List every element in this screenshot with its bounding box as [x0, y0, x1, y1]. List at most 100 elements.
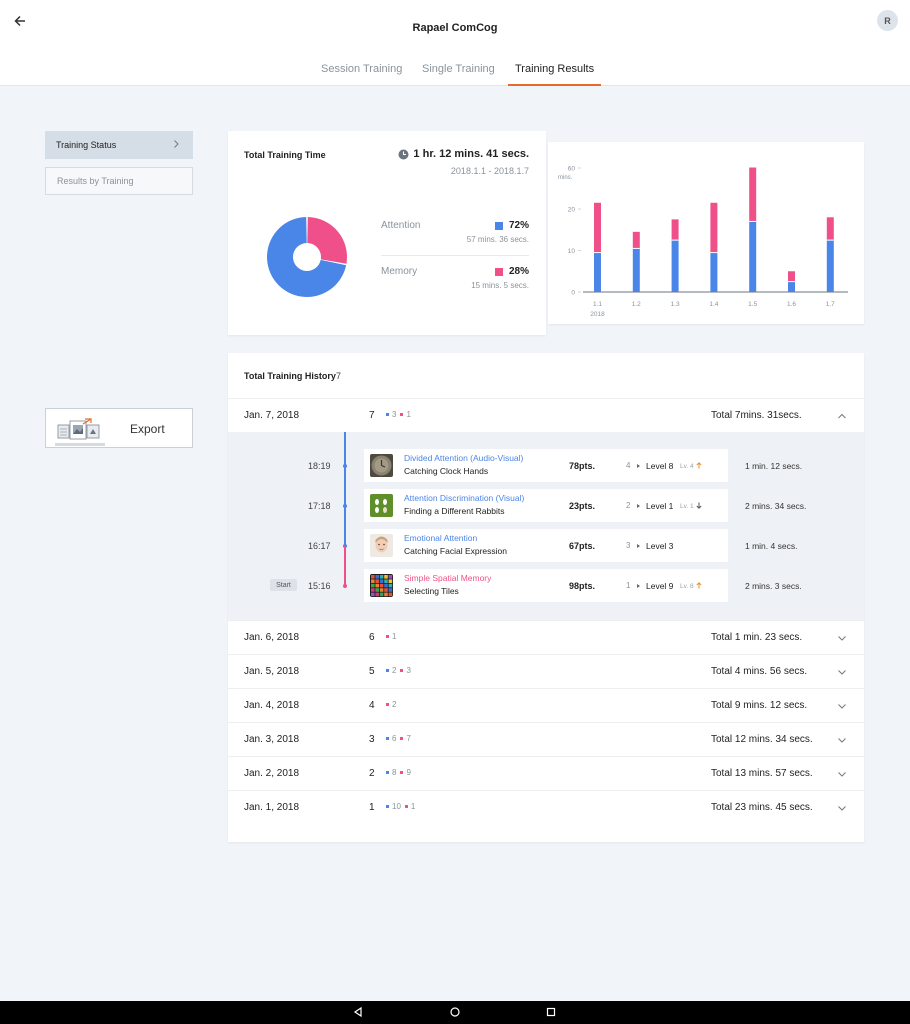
history-day-row[interactable]: Jan. 4, 2018 4 2 Total 9 mins. 12 secs. — [228, 688, 864, 722]
tab-single-training[interactable]: Single Training — [422, 63, 495, 75]
attention-pie-slice — [267, 217, 347, 297]
clock-icon — [398, 149, 409, 159]
tab-training-results[interactable]: Training Results — [508, 63, 602, 86]
sidebar-item-results-by-training[interactable]: Results by Training — [45, 167, 193, 195]
export-button[interactable]: Export — [45, 408, 193, 448]
day-total-time: Total 7mins. 31secs. — [711, 410, 802, 421]
level-up-arrow-icon — [696, 462, 702, 471]
attention-count-value: 3 — [392, 410, 397, 419]
session-training-name: Selecting Tiles — [404, 586, 459, 596]
session-training-name: Finding a Different Rabbits — [404, 506, 505, 516]
level-arrow-icon — [637, 504, 640, 508]
attention-count-value: 8 — [392, 768, 397, 777]
chevron-down-icon[interactable] — [837, 803, 847, 813]
chevron-down-icon[interactable] — [837, 667, 847, 677]
memory-count-value: 1 — [392, 632, 397, 641]
nav-back-icon[interactable] — [352, 1006, 364, 1018]
chevron-down-icon[interactable] — [837, 633, 847, 643]
session-card[interactable]: Simple Spatial Memory Selecting Tiles 98… — [364, 569, 728, 602]
back-arrow-icon[interactable] — [10, 10, 32, 32]
day-date: Jan. 3, 2018 — [244, 734, 300, 745]
memory-count-value: 2 — [392, 700, 397, 709]
history-day-row[interactable]: Jan. 6, 2018 6 1 Total 1 min. 23 secs. — [228, 620, 864, 654]
attention-count-value: 2 — [392, 666, 397, 675]
day-total-time: Total 13 mins. 57 secs. — [711, 768, 813, 779]
attention-count: 10 — [386, 802, 401, 811]
y-tick-label: 60 — [568, 166, 576, 173]
tiles-training-thumbnail — [370, 574, 393, 597]
memory-marker — [404, 805, 408, 808]
day-session-count: 6 — [369, 632, 375, 643]
x-tick-label: 1.6 — [787, 301, 796, 308]
attention-swatch — [494, 221, 503, 230]
rabbits-training-thumbnail — [370, 494, 393, 517]
session-time: 17:18 — [308, 501, 331, 511]
attention-count: 2 — [386, 666, 396, 675]
day-category-counts: 1 — [386, 632, 396, 641]
avatar[interactable]: R — [877, 10, 898, 31]
chevron-down-icon[interactable] — [837, 735, 847, 745]
nav-recents-icon[interactable] — [545, 1006, 557, 1018]
day-session-count: 5 — [369, 666, 375, 677]
attention-marker — [386, 413, 389, 416]
chevron-down-icon[interactable] — [837, 769, 847, 779]
attention-bar-segment — [594, 252, 601, 292]
session-training-name: Catching Facial Expression — [404, 546, 507, 556]
training-history-card: Total Training History 7 Jan. 7, 2018 7 … — [228, 353, 864, 842]
memory-marker — [386, 635, 389, 638]
attention-bar-segment — [632, 248, 640, 292]
system-navigation-bar — [0, 1001, 910, 1024]
level-up-arrow-icon — [696, 582, 702, 591]
session-duration: 1 min. 4 secs. — [745, 541, 798, 551]
x-tick-label: 1.3 — [671, 301, 680, 308]
day-session-count: 2 — [369, 768, 375, 779]
export-label: Export — [130, 422, 165, 436]
memory-bar-segment — [788, 271, 795, 282]
clock-training-thumbnail — [370, 454, 393, 477]
session-card[interactable]: Emotional Attention Catching Facial Expr… — [364, 529, 728, 562]
session-points: 78pts. — [569, 461, 596, 471]
daily-training-bar-chart-card: 0 10 20 60 mins. 1.1 1.2 1.3 1.4 1.5 1.6 1.7 2018 — [548, 142, 864, 324]
total-time: 1 hr. 12 mins. 41 secs. — [398, 148, 529, 160]
sidebar-item-training-status[interactable]: Training Status — [45, 131, 193, 159]
timeline-segment — [344, 506, 346, 546]
day-date: Jan. 2, 2018 — [244, 768, 300, 779]
app-title: Rapael ComCog — [412, 22, 498, 34]
session-card[interactable]: Divided Attention (Audio-Visual) Catchin… — [364, 449, 728, 482]
legend-duration: 15 mins. 5 secs. — [471, 281, 529, 290]
card-title: Total Training Time — [244, 150, 326, 160]
attention-marker — [386, 805, 389, 808]
tab-bar: Session Training Single Training Trainin… — [0, 63, 910, 86]
sidebar-item-label: Results by Training — [57, 176, 134, 186]
memory-count-value: 1 — [406, 410, 411, 419]
session-time: 15:16 — [308, 581, 331, 591]
level-arrow-icon — [637, 544, 640, 548]
app-header: Rapael ComCog R Session Training Single … — [0, 0, 910, 86]
attention-bar-segment — [788, 281, 795, 292]
start-badge: Start — [270, 579, 297, 591]
session-card[interactable]: Attention Discrimination (Visual) Findin… — [364, 489, 728, 522]
memory-pie-slice — [307, 217, 347, 264]
legend-duration: 57 mins. 36 secs. — [466, 235, 529, 244]
history-day-row[interactable]: Jan. 1, 2018 1 10 1 Total 23 mins. 45 sec… — [228, 790, 864, 824]
memory-marker — [400, 771, 404, 774]
attention-bar-segment — [671, 240, 679, 292]
nav-home-icon[interactable] — [449, 1006, 461, 1018]
day-session-count: 3 — [369, 734, 375, 745]
tab-session-training[interactable]: Session Training — [321, 63, 403, 75]
total-training-time-card: Total Training Time 1 hr. 12 mins. 41 se… — [228, 131, 546, 335]
chevron-up-icon[interactable] — [837, 411, 847, 421]
date-range: 2018.1.1 - 2018.1.7 — [450, 166, 529, 176]
memory-count: 1 — [400, 410, 411, 419]
day-date: Jan. 6, 2018 — [244, 632, 300, 643]
chevron-down-icon[interactable] — [837, 701, 847, 711]
memory-count: 1 — [404, 802, 415, 811]
day-total-time: Total 4 mins. 56 secs. — [711, 666, 808, 677]
legend-percent: 72% — [494, 220, 529, 231]
